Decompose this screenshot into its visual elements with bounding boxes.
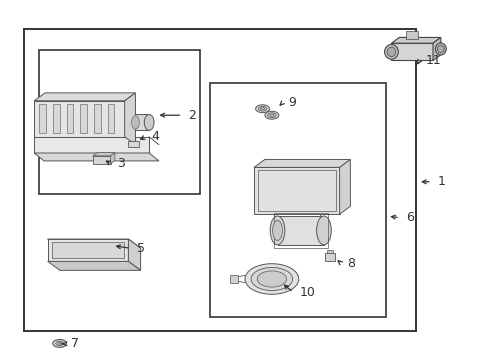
Bar — [230, 275, 237, 283]
Bar — [53, 104, 60, 133]
Polygon shape — [47, 261, 141, 270]
Ellipse shape — [434, 43, 446, 55]
Bar — [93, 156, 110, 164]
Ellipse shape — [258, 106, 266, 111]
Polygon shape — [110, 153, 115, 164]
Ellipse shape — [53, 339, 66, 347]
Polygon shape — [34, 153, 159, 161]
Bar — [325, 253, 334, 261]
Ellipse shape — [255, 105, 269, 113]
Bar — [273, 213, 327, 248]
Text: 4: 4 — [151, 130, 159, 143]
Polygon shape — [254, 159, 349, 167]
Bar — [127, 141, 139, 147]
Bar — [94, 104, 101, 133]
Bar — [135, 114, 149, 130]
Polygon shape — [47, 239, 141, 248]
Bar — [326, 250, 333, 253]
Text: 3: 3 — [117, 157, 125, 170]
Polygon shape — [93, 153, 115, 156]
Ellipse shape — [267, 113, 276, 118]
Bar — [51, 242, 124, 258]
Bar — [66, 104, 73, 133]
Bar — [254, 167, 339, 214]
Ellipse shape — [316, 216, 331, 245]
Ellipse shape — [386, 47, 395, 57]
Ellipse shape — [384, 45, 397, 59]
Bar — [210, 83, 386, 317]
Text: 5: 5 — [137, 242, 144, 255]
Ellipse shape — [257, 271, 286, 287]
Ellipse shape — [264, 111, 278, 119]
Text: 7: 7 — [71, 337, 79, 350]
Ellipse shape — [131, 116, 139, 129]
Bar — [39, 104, 46, 133]
Ellipse shape — [270, 216, 284, 245]
Ellipse shape — [260, 108, 264, 110]
Text: 9: 9 — [288, 96, 296, 109]
Bar — [390, 43, 432, 60]
Ellipse shape — [56, 341, 63, 346]
Ellipse shape — [269, 114, 273, 116]
Bar — [34, 101, 124, 137]
Text: 11: 11 — [425, 54, 440, 67]
Polygon shape — [34, 93, 135, 101]
Ellipse shape — [58, 343, 61, 344]
Bar — [258, 170, 335, 211]
Bar — [277, 216, 323, 245]
Text: 1: 1 — [437, 175, 445, 188]
Bar — [34, 137, 149, 153]
Bar — [24, 29, 415, 331]
Ellipse shape — [244, 264, 298, 294]
Polygon shape — [124, 93, 135, 145]
Bar — [47, 239, 128, 261]
Bar — [107, 104, 114, 133]
Bar — [80, 104, 87, 133]
Bar — [406, 31, 417, 39]
Ellipse shape — [144, 114, 154, 130]
Text: 10: 10 — [299, 286, 314, 299]
Polygon shape — [128, 239, 141, 270]
Polygon shape — [339, 159, 349, 214]
Text: 2: 2 — [188, 109, 196, 122]
Text: 8: 8 — [346, 257, 354, 270]
Polygon shape — [390, 37, 440, 43]
Polygon shape — [432, 37, 440, 60]
Bar — [39, 50, 200, 194]
Ellipse shape — [436, 45, 443, 53]
Ellipse shape — [272, 220, 282, 240]
Text: 6: 6 — [405, 211, 413, 224]
Ellipse shape — [251, 267, 292, 291]
